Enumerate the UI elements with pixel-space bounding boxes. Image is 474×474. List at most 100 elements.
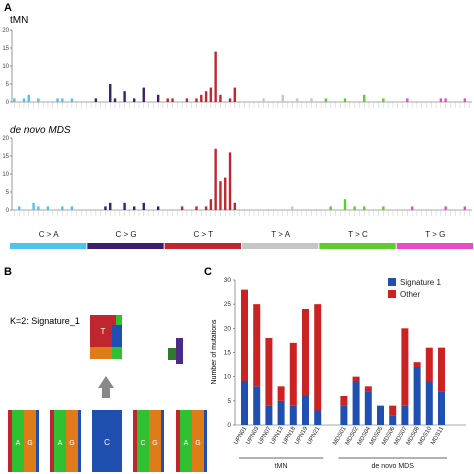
spectrum-bar — [204, 91, 208, 102]
class-swatch — [164, 243, 241, 249]
spectrum-bar — [171, 98, 174, 102]
spectrum-bar — [13, 98, 16, 102]
spectrum-bar — [156, 94, 160, 102]
base-stripe — [176, 410, 180, 472]
signature-label: K=2: Signature_1 — [10, 316, 80, 326]
spectrum-bar — [410, 206, 414, 210]
bar-other — [364, 386, 372, 392]
spectrum-bar — [185, 98, 189, 102]
y-tick-label: 5 — [6, 190, 10, 196]
spectrum-bar — [166, 98, 169, 102]
bar-other — [265, 338, 273, 406]
chart-a1: 0 5 10 15 20 — [2, 28, 472, 108]
base-letter: G — [152, 440, 157, 447]
class-label: T > A — [271, 230, 290, 239]
base-stripe — [8, 410, 12, 472]
y-tick-label: 30 — [224, 277, 232, 284]
spectrum-bar — [324, 98, 328, 102]
spectrum-bar — [200, 94, 203, 102]
base-letter: A — [58, 440, 63, 447]
bar-signature-1 — [314, 410, 322, 425]
spectrum-bar — [61, 98, 64, 102]
bar-signature-1 — [438, 391, 445, 425]
panel-letter-c: C — [204, 266, 212, 278]
bar-signature-1 — [289, 405, 297, 425]
spectrum-bar — [56, 98, 59, 102]
spectrum-bar — [353, 206, 356, 210]
legend-swatch — [388, 290, 396, 298]
spectrum-bar — [233, 202, 237, 210]
chart-a2: 0 5 10 15 20 — [2, 136, 472, 216]
bar-other — [413, 362, 421, 367]
sig-block-orange — [90, 347, 112, 359]
base-stripe — [161, 410, 164, 472]
spectrum-bar — [204, 206, 208, 210]
base-block — [54, 410, 66, 472]
spectrum-bar — [209, 199, 213, 210]
spectrum-bar — [329, 206, 332, 210]
spectrum-bar — [27, 94, 30, 102]
base-stripe — [204, 410, 207, 472]
signature-block: TA G A G C C G A G — [8, 315, 207, 472]
bar-other — [389, 405, 397, 416]
spectrum-bar — [281, 94, 284, 102]
spectrum-bar — [219, 181, 222, 210]
spectrum-bar — [233, 87, 237, 102]
y-tick-label: 10 — [2, 64, 9, 70]
base-stripe — [78, 410, 81, 472]
y-tick-label: 10 — [224, 374, 232, 381]
spectrum-bar — [262, 98, 265, 102]
spectrum-bar — [291, 206, 294, 210]
bar-other — [340, 396, 348, 406]
class-label: C > A — [39, 230, 59, 239]
spectrum-bar — [32, 202, 35, 210]
spectrum-bar — [123, 91, 126, 102]
spectrum-bar — [444, 98, 447, 102]
class-label: C > G — [115, 230, 136, 239]
y-tick-label: 5 — [6, 82, 10, 88]
bar-other — [289, 342, 297, 406]
spectrum-bar — [195, 206, 198, 210]
base-block — [149, 410, 161, 472]
spectrum-bar — [22, 98, 26, 102]
class-label: C > T — [194, 230, 214, 239]
spectrum-bar — [46, 206, 50, 210]
spectrum-bar — [142, 202, 145, 210]
bar-signature-1 — [352, 381, 360, 425]
spectrum-bar — [228, 98, 232, 102]
bar-other — [425, 347, 433, 382]
y-tick-label: 15 — [2, 46, 9, 52]
bar-other — [352, 376, 360, 382]
spectrum-bar — [156, 206, 160, 210]
spectrum-bar — [362, 206, 366, 210]
spectrum-bar — [109, 84, 112, 102]
y-tick-label: 0 — [6, 208, 10, 214]
bar-other — [401, 328, 409, 406]
bar-signature-1 — [364, 391, 372, 425]
spectrum-bar — [109, 202, 112, 210]
bar-signature-1 — [340, 405, 348, 425]
spectrum-bar — [382, 206, 385, 210]
class-label: T > G — [425, 230, 445, 239]
group-label: de novo MDS — [371, 463, 414, 470]
bar-signature-1 — [425, 381, 433, 425]
arrow-shaft — [102, 388, 110, 398]
spectrum-bar — [104, 206, 107, 210]
spectrum-bar — [123, 202, 126, 210]
spectrum-bar — [343, 98, 347, 102]
bar-other — [438, 347, 445, 392]
bar-signature-1 — [413, 367, 421, 425]
y-tick-label: 15 — [2, 154, 9, 160]
spectrum-bar — [406, 98, 409, 102]
spectrum-bar — [180, 206, 184, 210]
spectrum-bar — [37, 206, 40, 210]
base-letter: A — [184, 440, 189, 447]
spectrum-bar — [463, 206, 467, 210]
legend-swatch — [388, 278, 396, 286]
spectrum-bar — [219, 94, 222, 102]
base-block — [192, 410, 204, 472]
spectrum-bar — [132, 98, 136, 102]
spectrum-bar — [214, 148, 217, 210]
base-stripe — [50, 410, 54, 472]
